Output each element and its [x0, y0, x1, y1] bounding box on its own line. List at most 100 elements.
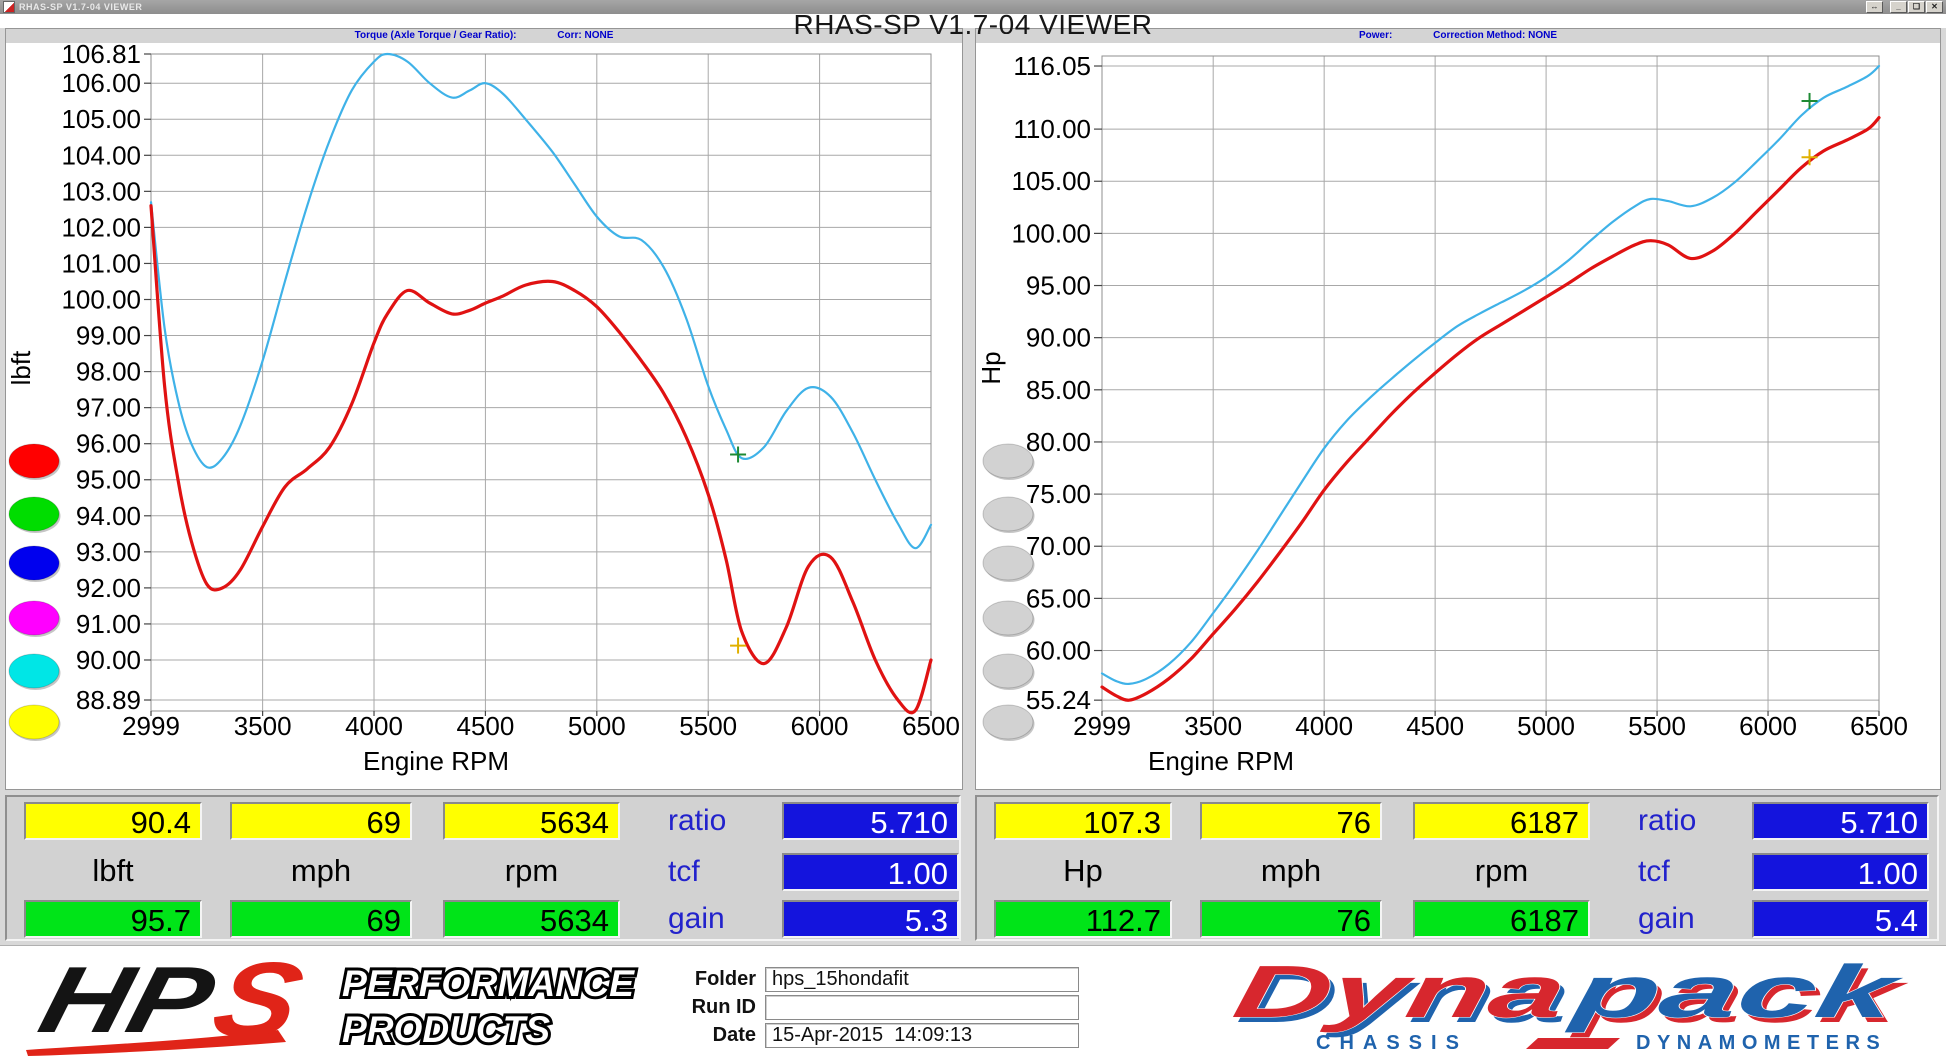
plot-border — [150, 53, 932, 712]
speed-unit-label: mph — [290, 853, 352, 888]
y-tick-label: 100.00 — [61, 284, 141, 314]
legend-oval-6[interactable] — [982, 704, 1034, 740]
y-tick-label: 99.00 — [76, 321, 141, 351]
date-row: Date — [620, 1022, 1090, 1048]
torque-chart-header: Torque (Axle Torque / Gear Ratio): Corr:… — [6, 29, 962, 43]
run-id-row: Run ID — [620, 994, 1090, 1020]
series-current-run-curve — [149, 52, 933, 550]
performance-text: PERFORMANCE — [342, 963, 635, 1004]
gain-value-box: 5.4 — [1752, 900, 1929, 938]
torque-peak-value-box: 95.7 — [24, 900, 202, 938]
power-chart-title: Power: — [1358, 30, 1393, 41]
dynapack-logo: Dyna Dyna pack pack CHASSIS DYNAMOMETERS — [1228, 952, 1914, 1054]
legend-oval-1[interactable] — [8, 443, 60, 479]
ratio-label: ratio — [1638, 804, 1697, 837]
folder-input[interactable] — [765, 966, 1079, 992]
legend-oval-6[interactable] — [8, 704, 60, 740]
legend-oval-1[interactable] — [982, 443, 1034, 479]
y-tick-label: 102.00 — [61, 212, 141, 242]
power-cursor-rpm-box: 6187 — [1413, 802, 1590, 840]
y-tick-label: 85.00 — [1026, 375, 1091, 405]
legend-oval-4[interactable] — [982, 600, 1034, 636]
dynapack-dynamometers-text: DYNAMOMETERS — [1636, 1032, 1886, 1054]
legend-oval-4[interactable] — [8, 600, 60, 636]
top-strip — [0, 14, 1946, 28]
dynapack-dyna-shadow: Dyna — [1233, 955, 1578, 1038]
legend-oval-3[interactable] — [8, 545, 60, 581]
power-peak-speed-box: 76 — [1200, 900, 1382, 938]
gain-value-box: 5.3 — [782, 900, 959, 938]
x-tick-label: 5000 — [568, 711, 626, 741]
power-peak-value-box: 112.7 — [994, 900, 1172, 938]
x-axis-title: Engine RPM — [363, 746, 509, 776]
rpm-unit-label: rpm — [1474, 853, 1529, 888]
x-axis-title: Engine RPM — [1148, 746, 1294, 776]
x-tick-label: 4000 — [1295, 711, 1353, 741]
y-tick-label: 75.00 — [1026, 479, 1091, 509]
dynapack-dyna-text: Dyna — [1228, 952, 1572, 1033]
window-close-button[interactable]: ✕ — [1926, 1, 1943, 13]
y-tick-label: 88.89 — [76, 685, 141, 715]
power-cursor-value-box: 107.3 — [994, 802, 1172, 840]
legend-oval-5[interactable] — [982, 653, 1034, 689]
run-id-input[interactable] — [765, 994, 1079, 1020]
app-icon — [3, 1, 15, 13]
y-tick-label: 101.00 — [61, 248, 141, 278]
torque-cursor-value-box: 90.4 — [24, 802, 202, 840]
tcf-label: tcf — [668, 855, 700, 888]
x-tick-label: 6000 — [791, 711, 849, 741]
legend-oval-5[interactable] — [8, 653, 60, 689]
torque-cursor-rpm-box: 5634 — [443, 802, 620, 840]
gain-label: gain — [668, 902, 725, 935]
dynapack-pack-text: pack — [1564, 952, 1909, 1033]
y-tick-label: 65.00 — [1026, 583, 1091, 613]
plot-border — [1101, 55, 1880, 712]
y-tick-label: 106.81 — [61, 43, 141, 69]
legend-oval-2[interactable] — [982, 496, 1034, 532]
folder-label: Folder — [694, 967, 756, 990]
legend-oval-3[interactable] — [982, 545, 1034, 581]
y-tick-label: 106.00 — [61, 68, 141, 98]
speed-unit-label: mph — [1260, 853, 1322, 888]
power-unit-label: Hp — [1063, 853, 1103, 888]
performance-products-text: PERFORMANCE PRODUCTS — [339, 960, 638, 1053]
y-tick-label: 100.00 — [1011, 218, 1091, 248]
y-tick-label: 96.00 — [76, 429, 141, 459]
y-tick-label: 110.00 — [1013, 114, 1091, 144]
y-tick-label: 97.00 — [76, 393, 141, 423]
folder-row: Folder — [620, 966, 1090, 992]
y-tick-label: 94.00 — [76, 501, 141, 531]
x-tick-label: 4500 — [1406, 711, 1464, 741]
y-tick-label: 92.00 — [76, 573, 141, 603]
y-tick-label: 116.05 — [1013, 51, 1091, 81]
x-tick-label: 4500 — [456, 711, 514, 741]
x-tick-label: 2999 — [122, 711, 180, 741]
hps-hp-text: HP — [30, 956, 224, 1053]
ratio-label: ratio — [668, 804, 727, 837]
window-minimize-button[interactable]: _ — [1890, 1, 1907, 13]
power-chart[interactable]: 116.05 110.00 105.00 100.00 95.00 90.00 85.00 8… — [976, 43, 1938, 789]
hps-logo: HP S — [26, 956, 314, 1056]
legend-oval-2[interactable] — [8, 496, 60, 532]
tcf-label: tcf — [1638, 855, 1670, 888]
rpm-unit-label: rpm — [504, 853, 559, 888]
run-id-label: Run ID — [691, 995, 756, 1018]
dynapack-dash — [1526, 1038, 1620, 1049]
power-chart-header: Power: Correction Method: NONE — [976, 29, 1940, 43]
x-tick-label: 5000 — [1517, 711, 1575, 741]
window-resize-button[interactable]: ↔ — [1866, 1, 1883, 13]
y-tick-label: 90.00 — [1026, 323, 1091, 353]
y-tick-label: 80.00 — [1026, 427, 1091, 457]
footer: HP S PERFORMANCE PRODUCTS Folder Run ID … — [0, 945, 1946, 1064]
y-tick-label: 95.00 — [1026, 271, 1091, 301]
date-input[interactable] — [765, 1022, 1079, 1048]
tcf-value-box: 1.00 — [1752, 853, 1929, 891]
series-current-run-curve — [1100, 64, 1881, 686]
ratio-value-box: 5.710 — [1752, 802, 1929, 840]
y-tick-label: 104.00 — [61, 140, 141, 170]
hps-swoosh — [26, 1030, 286, 1056]
torque-unit-label: lbft — [92, 853, 134, 888]
window-restore-button[interactable]: ❏ — [1908, 1, 1925, 13]
